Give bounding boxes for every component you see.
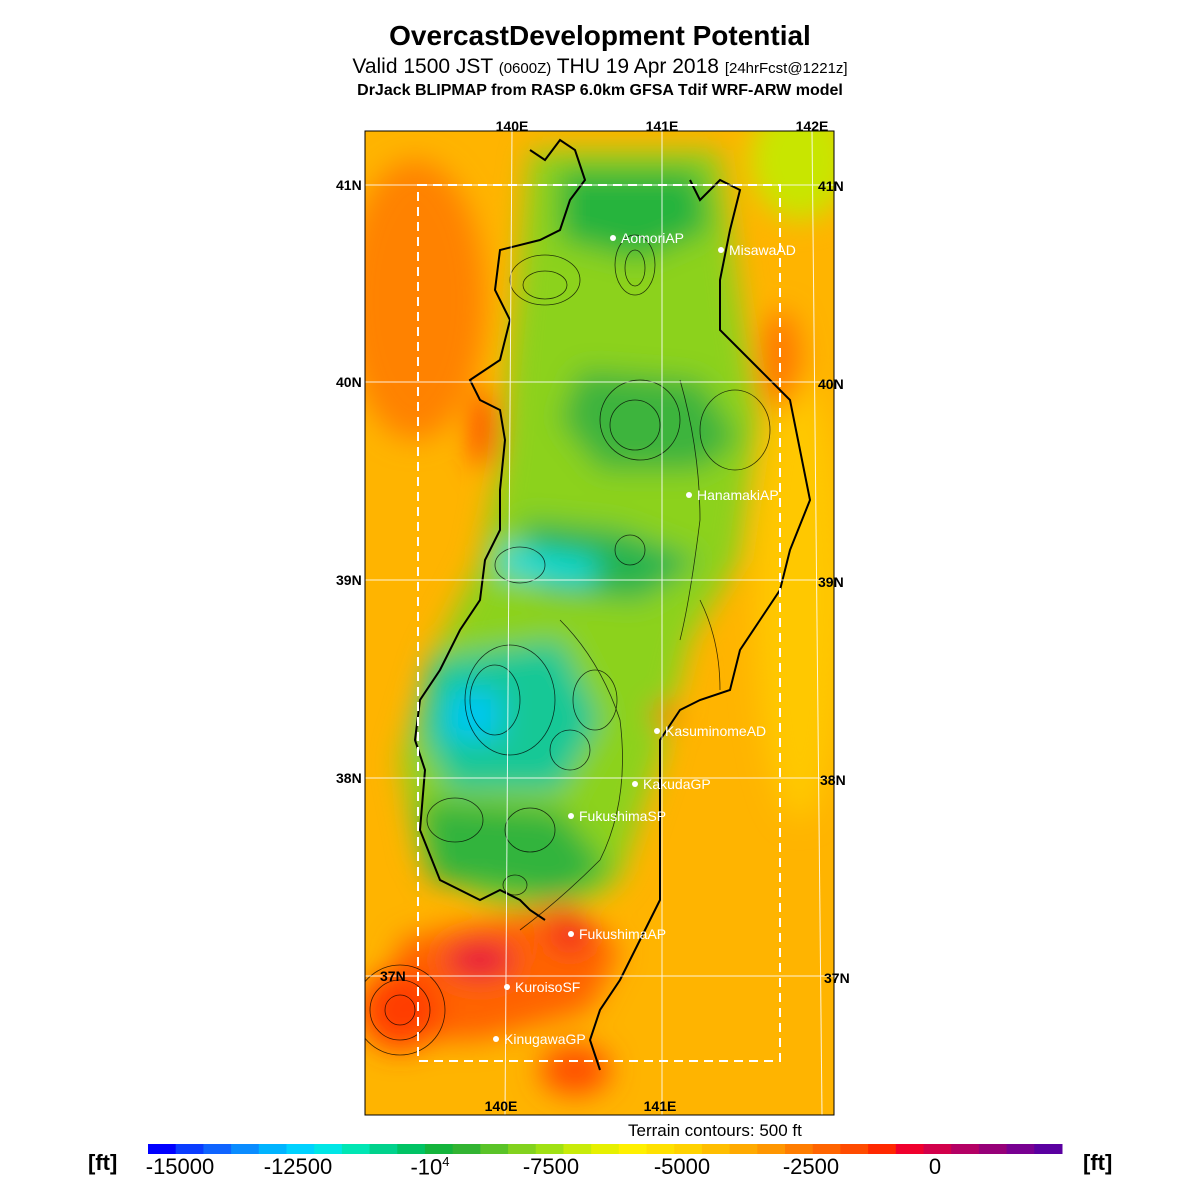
valid-time-subtitle: Valid 1500 JST (0600Z) THU 19 Apr 2018 [… [0,55,1200,79]
colorbar-swatch [978,1144,1008,1154]
lon-label-top: 141E [645,118,679,134]
station-label: AomoriAP [621,230,684,246]
colorbar-swatch [729,1144,758,1154]
colorbar-unit-right: [ft] [1083,1150,1113,1175]
colorbar-swatch [646,1144,675,1154]
station-label: KuroisoSF [515,979,580,995]
station-marker-kinugawa: KinugawaGP [493,1031,586,1047]
lat-label-left: 39N [336,572,362,588]
station-marker-hanamaki: HanamakiAP [686,487,779,503]
colorbar-swatch [674,1144,703,1154]
colorbar-swatch [757,1144,786,1154]
lat-label-left: 40N [336,374,362,390]
colorbar-swatch [812,1144,841,1154]
colorbar [148,1144,1063,1154]
colorbar-swatch [895,1144,925,1154]
lon-label-bottom: 140E [484,1098,518,1114]
colorbar-tick: -7500 [522,1154,580,1179]
colorbar-swatch [868,1144,897,1154]
colorbar-swatch [701,1144,731,1154]
colorbar-swatch [203,1144,232,1154]
station-label: KakudaGP [643,776,711,792]
colorbar-tick-exponent: 4 [442,1154,450,1169]
station-label: KasuminomeAD [665,723,766,739]
station-label: FukushimaAP [579,926,666,942]
colorbar-swatch [1034,1144,1063,1154]
colorbar-unit-left: [ft] [88,1150,118,1175]
lat-label-left: 38N [336,770,362,786]
lat-label-right: 37N [824,970,850,986]
colorbar-swatch [480,1144,509,1154]
colorbar-swatch [231,1144,260,1154]
station-marker-kasuminome: KasuminomeAD [654,723,766,739]
station-label: MisawaAD [729,242,796,258]
colorbar-swatch [424,1144,454,1154]
lat-label-right: 39N [818,574,844,590]
colorbar-swatch [1006,1144,1035,1154]
station-marker-kakuda: KakudaGP [632,776,711,792]
station-marker-fukushima-sp: FukushimaSP [568,808,666,824]
colorbar-swatch [452,1144,481,1154]
colorbar-swatch [785,1144,814,1154]
colorbar-tick: 0 [928,1154,942,1179]
colorbar-swatch [840,1144,869,1154]
lat-label-right: 41N [818,178,844,194]
colorbar-swatch [175,1144,204,1154]
colorbar-swatch [535,1144,564,1154]
station-label: HanamakiAP [697,487,779,503]
station-label: KinugawaGP [504,1031,586,1047]
colorbar-tick: -12500 [263,1154,333,1179]
colorbar-tick: -104 [410,1154,449,1180]
domain-boundary [417,184,781,1062]
colorbar-tick: -5000 [653,1154,711,1179]
station-marker-aomori: AomoriAP [610,230,684,246]
colorbar-swatch [258,1144,287,1154]
forecast-field [365,131,834,1115]
colorbar-swatch [314,1144,343,1154]
station-marker-misawa: MisawaAD [718,242,796,258]
colorbar-swatch [397,1144,426,1154]
colorbar-swatch [508,1144,537,1154]
colorbar-swatch [923,1144,952,1154]
colorbar-swatch [563,1144,592,1154]
colorbar-swatch [951,1144,980,1154]
lat-label-right: 40N [818,376,844,392]
colorbar-swatch [591,1144,620,1154]
lon-label-top: 142E [795,118,829,134]
forecast-run: [24hrFcst@1221z] [724,60,848,77]
map-title: OvercastDevelopment Potential [389,20,811,51]
colorbar-swatch [286,1144,315,1154]
lon-label-top: 140E [495,118,529,134]
station-marker-kuroiso: KuroisoSF [504,979,580,995]
colorbar-swatch [148,1144,177,1154]
lat-label-left: 41N [336,177,362,193]
map-frame [364,130,835,1116]
colorbar-swatch [341,1144,371,1154]
station-marker-fukushima-ap: FukushimaAP [568,926,666,942]
lon-label-bottom: 141E [643,1098,677,1114]
colorbar-tick-base: -10 [410,1154,443,1180]
station-label: FukushimaSP [579,808,666,824]
colorbar-swatch [369,1144,398,1154]
colorbar-tick: -15000 [145,1154,215,1179]
model-description: DrJack BLIPMAP from RASP 6.0km GFSA Tdif… [357,82,843,99]
lat-label-left: 37N [380,968,406,984]
forecast-date: THU 19 Apr 2018 [556,55,719,78]
valid-time: Valid 1500 JST [352,55,493,78]
lat-label-right: 38N [820,772,846,788]
terrain-contour-note: Terrain contours: 500 ft [628,1121,802,1140]
colorbar-swatch [618,1144,648,1154]
zulu-time: (0600Z) [498,60,552,77]
colorbar-tick: -2500 [782,1154,840,1179]
